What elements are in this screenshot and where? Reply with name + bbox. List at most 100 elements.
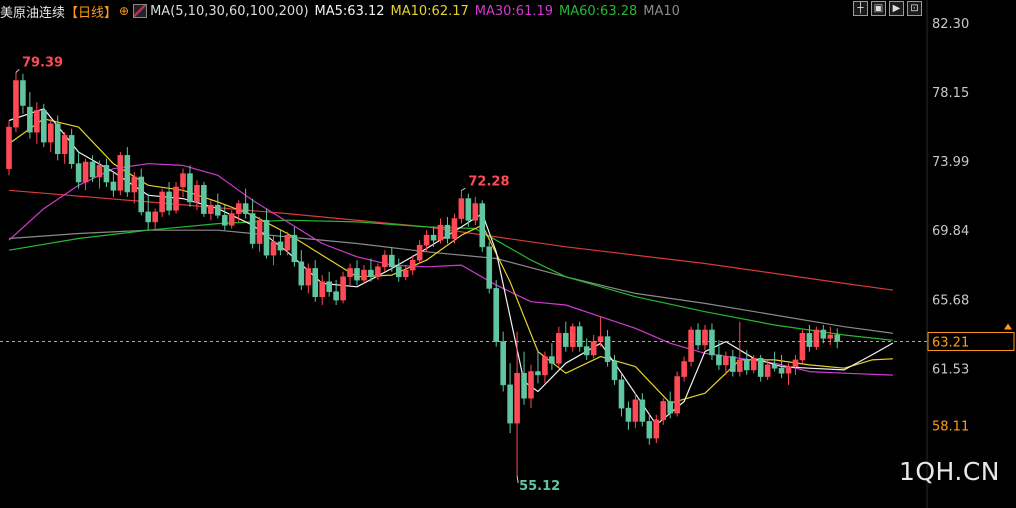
candle-body	[249, 213, 256, 244]
candle-body	[194, 185, 200, 203]
candle-body	[674, 376, 680, 414]
candle-body	[716, 354, 722, 366]
candle-body	[354, 268, 360, 281]
candle-body	[423, 234, 430, 246]
indicator-chart-icon[interactable]	[133, 4, 148, 18]
candle-body	[695, 329, 701, 346]
expand-icon[interactable]: ⊡	[907, 1, 922, 16]
candle-body	[771, 364, 778, 369]
candle-body	[437, 224, 444, 241]
candle-body	[667, 401, 674, 414]
chart-header: 美原油连续 【日线】 ⊕ MA(5,10,30,60,100,200) MA5:…	[0, 2, 686, 21]
y-tick-label: 65.68	[932, 293, 969, 308]
crosshair-icon[interactable]: ┼	[853, 1, 868, 16]
candle-body	[312, 268, 319, 298]
candle-body	[96, 165, 103, 178]
candle-body	[764, 364, 771, 377]
ma-definition[interactable]: MA(5,10,30,60,100,200)	[150, 3, 309, 19]
candle-body	[813, 329, 820, 347]
candle-body	[486, 246, 493, 289]
annotation-pointer	[461, 187, 466, 192]
candle-body	[444, 224, 451, 239]
candle-body	[388, 254, 395, 268]
candle-body	[827, 334, 834, 339]
candle-body	[542, 356, 548, 376]
candle-body	[639, 399, 646, 422]
candle-body	[305, 268, 312, 286]
candle-body	[152, 211, 158, 223]
candle-body	[382, 254, 388, 268]
candle-body	[131, 176, 138, 193]
ma30-value: MA30:61.19	[474, 3, 554, 19]
candle-body	[89, 161, 96, 178]
ma5-value: MA5:63.12	[314, 3, 385, 19]
candle-body	[138, 176, 145, 213]
candle-body	[347, 268, 353, 278]
candle-body	[124, 155, 131, 193]
candle-body	[820, 329, 827, 339]
candle-body	[326, 281, 332, 293]
candle-body	[173, 186, 179, 211]
candle-body	[653, 419, 660, 439]
price-marker-icon	[1004, 323, 1012, 330]
candle-body	[361, 269, 367, 281]
price-axis: 82.30 78.15 73.99 69.84 65.68 61.53 58.11	[928, 17, 1014, 436]
candle-body	[646, 421, 653, 439]
candle-body	[472, 203, 479, 221]
candle-body	[256, 219, 263, 244]
candle-body	[34, 110, 40, 133]
y-tick-label: 61.53	[932, 362, 969, 377]
y-tick-label: 69.84	[932, 224, 969, 239]
candle-body	[660, 401, 667, 421]
candle-body	[632, 399, 639, 422]
candle-body	[743, 359, 750, 371]
candle-body	[806, 333, 813, 347]
zoom-out-icon[interactable]: ▣	[871, 1, 886, 16]
candle-body	[709, 329, 715, 356]
ma200-line	[8, 189, 893, 291]
candle-body	[215, 204, 221, 216]
current-price-label: 63.21	[932, 335, 969, 350]
candle-body	[556, 333, 562, 364]
candle-body	[618, 379, 625, 409]
candle-body	[535, 371, 541, 376]
candle-body	[145, 211, 151, 223]
candle-body	[785, 366, 792, 374]
candle-body	[82, 161, 89, 183]
candle-body	[291, 234, 298, 263]
candle-body	[736, 359, 743, 372]
period-label[interactable]: 【日线】	[65, 5, 118, 21]
candles	[6, 72, 841, 476]
candle-body	[319, 281, 326, 298]
candle-body	[166, 191, 172, 211]
candle-body	[451, 218, 458, 239]
candle-body	[47, 123, 54, 143]
y-tick-label: 58.11	[932, 419, 969, 434]
candle-body	[375, 266, 381, 278]
candle-body	[68, 135, 75, 164]
candle-body	[13, 80, 19, 128]
candle-body	[625, 407, 632, 422]
fit-icon[interactable]: ▶	[889, 1, 904, 16]
candle-body	[395, 266, 402, 278]
candle-body	[458, 198, 465, 219]
candle-body	[750, 357, 757, 371]
candle-body	[562, 333, 569, 347]
candle-body	[528, 371, 534, 399]
candle-body	[604, 336, 611, 362]
add-indicator-icon[interactable]: ⊕	[119, 4, 130, 18]
annotation-pointer	[15, 69, 20, 73]
candle-body	[208, 204, 214, 214]
candle-body	[549, 356, 555, 364]
candle-body	[40, 110, 47, 143]
candle-body	[792, 359, 799, 367]
candle-body	[465, 198, 472, 221]
candle-body	[6, 126, 12, 169]
candle-body	[583, 346, 590, 356]
candle-body	[61, 135, 68, 155]
candle-body	[333, 291, 339, 301]
candle-body	[702, 329, 708, 346]
symbol-name: 美原油连续	[0, 5, 66, 21]
candle-body	[270, 241, 277, 256]
candle-body	[201, 185, 207, 214]
